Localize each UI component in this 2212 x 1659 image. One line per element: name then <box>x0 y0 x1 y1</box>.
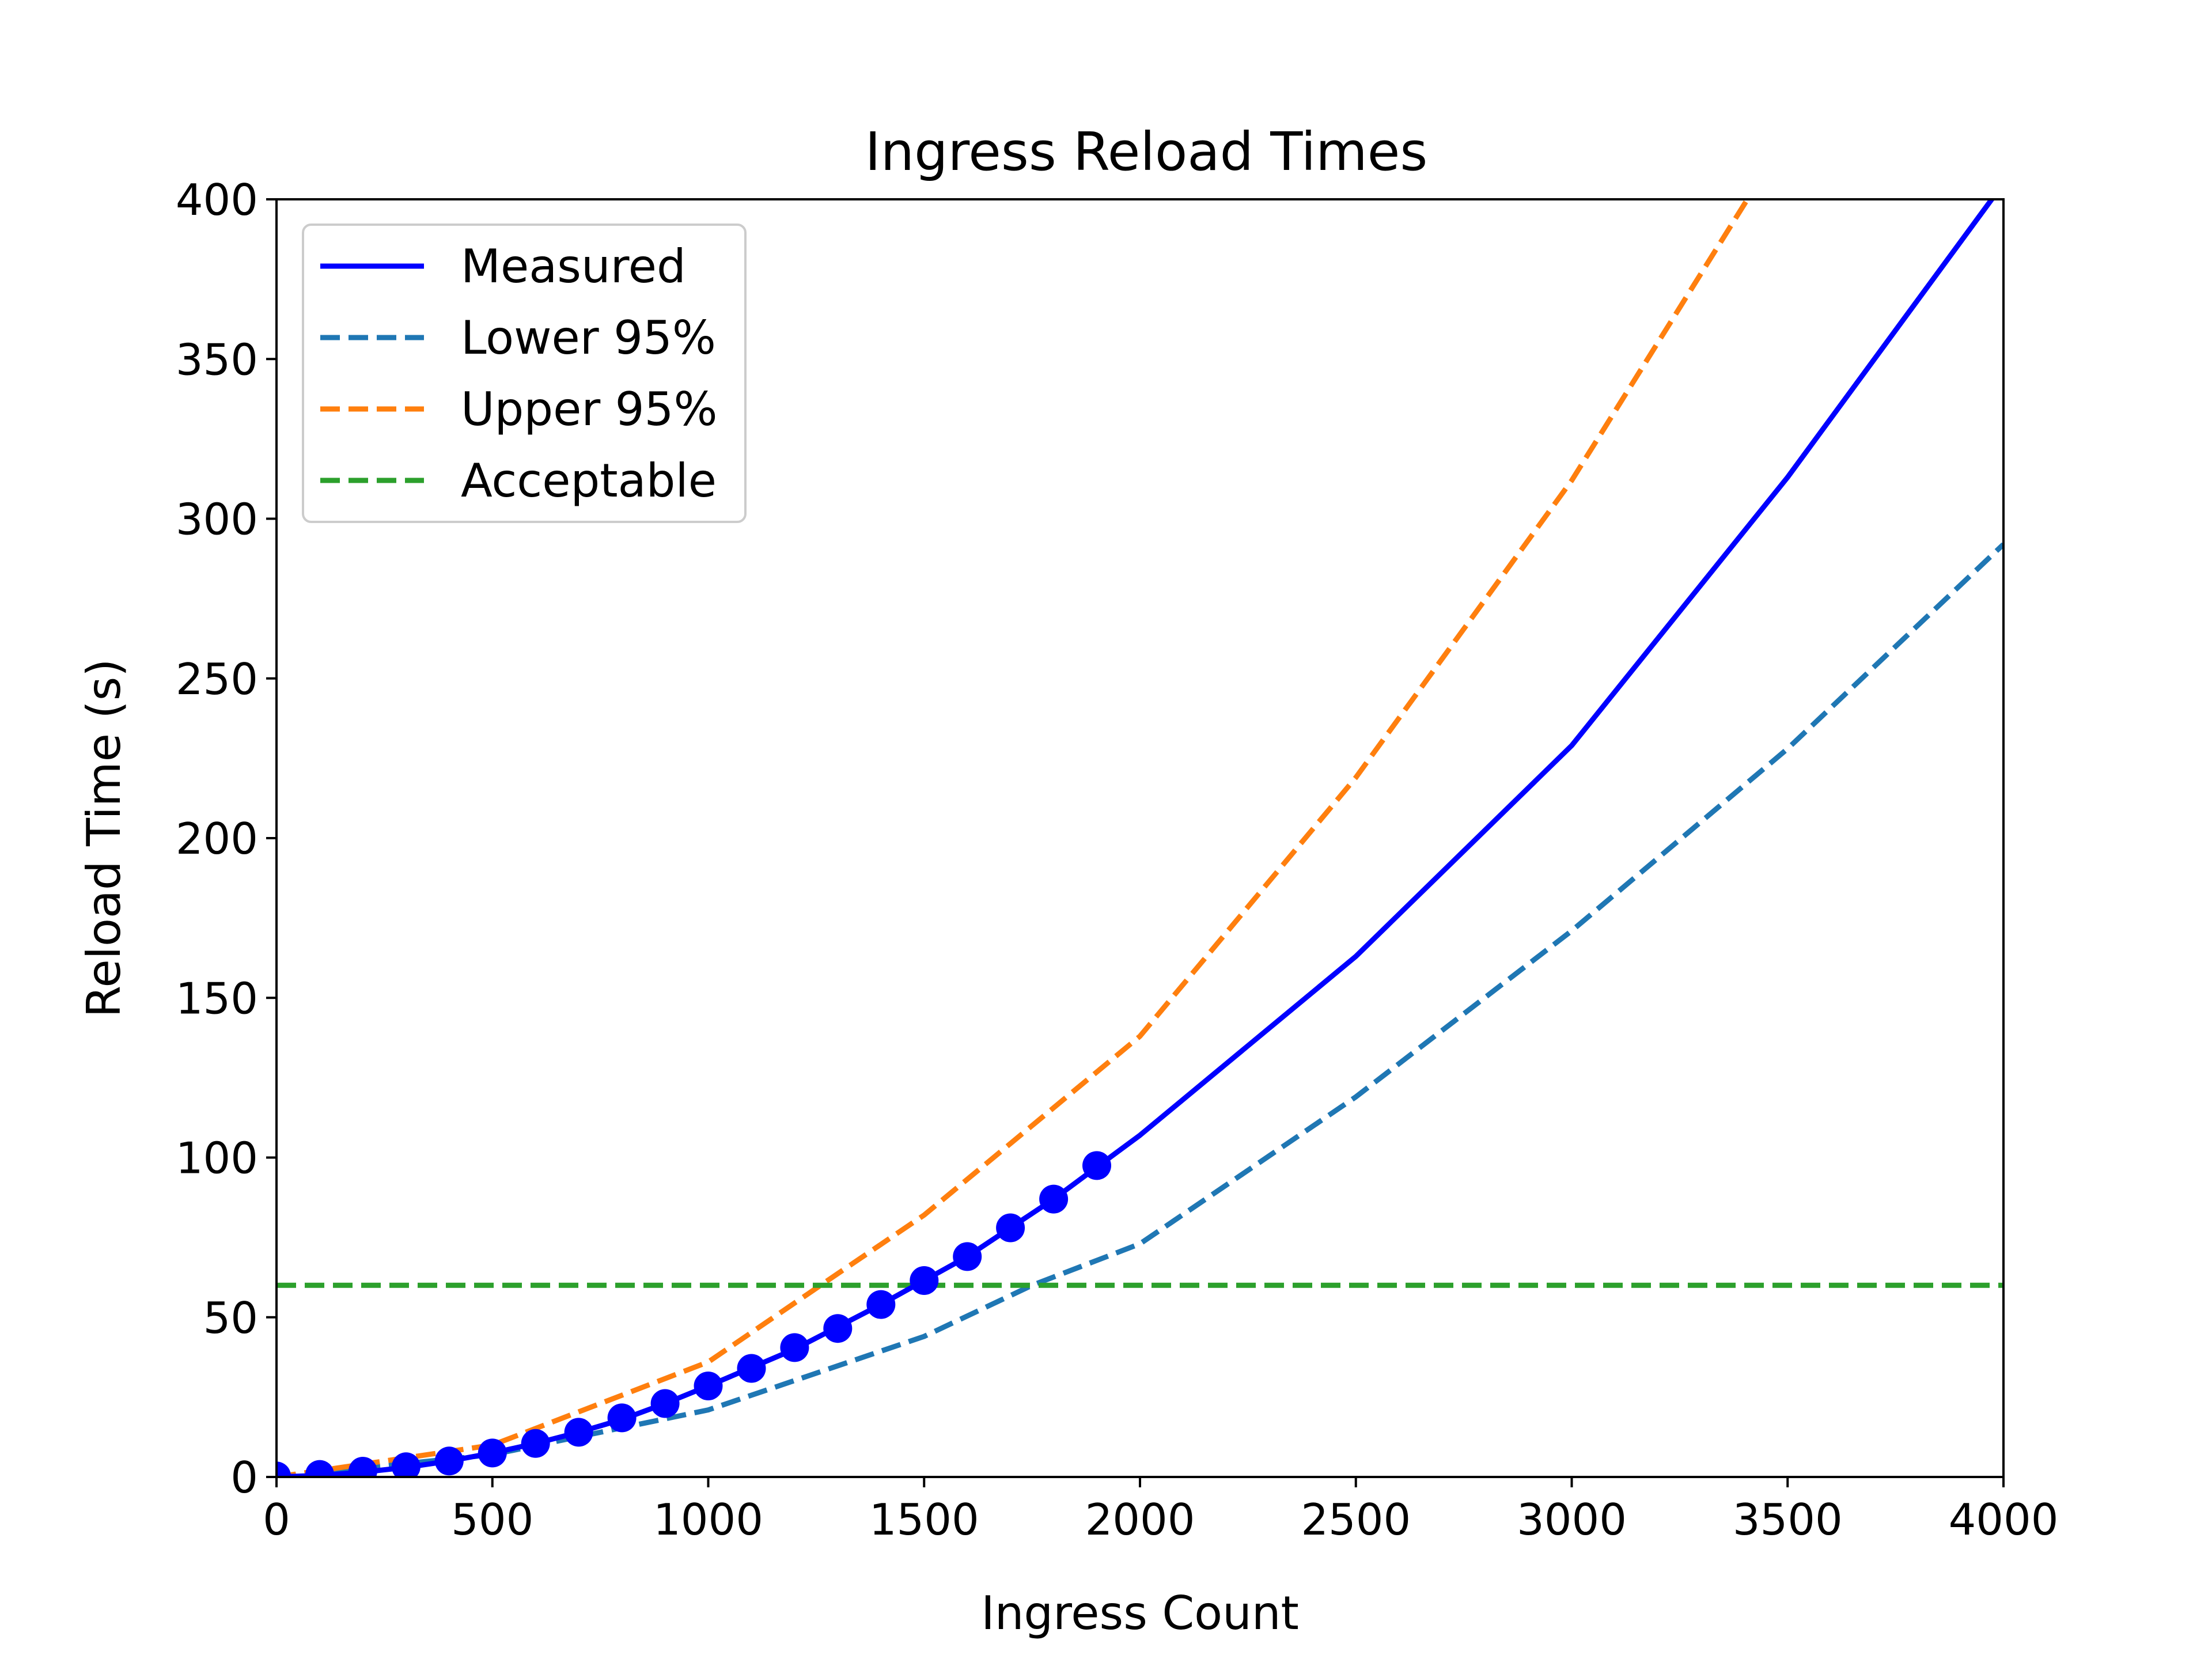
data-point <box>866 1290 896 1319</box>
y-tick-label: 300 <box>176 494 258 545</box>
series-line-lower-95 <box>276 542 2003 1477</box>
data-point <box>276 1461 291 1477</box>
series-line-upper-95 <box>276 199 1751 1477</box>
data-point <box>823 1314 853 1343</box>
x-tick-label: 2500 <box>1301 1494 1411 1545</box>
data-point <box>305 1460 334 1477</box>
y-axis: 0 50 100 150 200 250 300 350 400 <box>176 175 276 1503</box>
x-tick-label: 0 <box>263 1494 290 1545</box>
data-point <box>910 1266 939 1295</box>
data-point <box>780 1333 809 1362</box>
x-tick-label: 1500 <box>869 1494 979 1545</box>
plot-area <box>276 199 2003 1477</box>
y-axis-title: Reload Time (s) <box>77 659 131 1018</box>
y-tick-label: 50 <box>203 1293 258 1343</box>
x-tick-label: 3000 <box>1517 1494 1627 1545</box>
data-point <box>1039 1184 1069 1214</box>
data-point <box>478 1438 507 1468</box>
data-point <box>564 1418 593 1447</box>
y-tick-label: 200 <box>176 813 258 864</box>
data-point <box>996 1213 1025 1243</box>
x-tick-label: 1000 <box>653 1494 763 1545</box>
data-point <box>391 1452 421 1477</box>
x-tick-label: 500 <box>451 1494 533 1545</box>
data-point <box>348 1457 377 1477</box>
legend-label-acceptable: Acceptable <box>461 454 717 507</box>
chart-title: Ingress Reload Times <box>865 121 1428 183</box>
x-axis-title: Ingress Count <box>981 1586 1299 1640</box>
x-tick-label: 4000 <box>1949 1494 2059 1545</box>
data-point <box>737 1354 766 1383</box>
x-tick-label: 2000 <box>1085 1494 1195 1545</box>
y-tick-label: 400 <box>176 175 258 225</box>
y-tick-label: 100 <box>176 1133 258 1184</box>
legend: Measured Lower 95% Upper 95% Acceptable <box>302 224 747 523</box>
legend-frame <box>302 224 747 523</box>
legend-label-measured: Measured <box>461 240 686 293</box>
data-point <box>521 1429 550 1458</box>
data-point <box>953 1242 982 1271</box>
data-point <box>1082 1151 1111 1180</box>
legend-label-lower-95: Lower 95% <box>461 311 716 365</box>
y-tick-label: 150 <box>176 973 258 1024</box>
data-point <box>607 1403 637 1433</box>
y-tick-label: 0 <box>230 1452 258 1503</box>
x-axis: 0 500 1000 1500 2000 2500 3000 3500 4000 <box>263 1477 2058 1545</box>
y-tick-label: 350 <box>176 334 258 385</box>
x-tick-label: 3500 <box>1733 1494 1843 1545</box>
legend-label-upper-95: Upper 95% <box>461 382 717 436</box>
data-point <box>694 1372 723 1400</box>
data-point <box>650 1389 680 1418</box>
y-tick-label: 250 <box>176 654 258 704</box>
data-point <box>434 1446 464 1476</box>
